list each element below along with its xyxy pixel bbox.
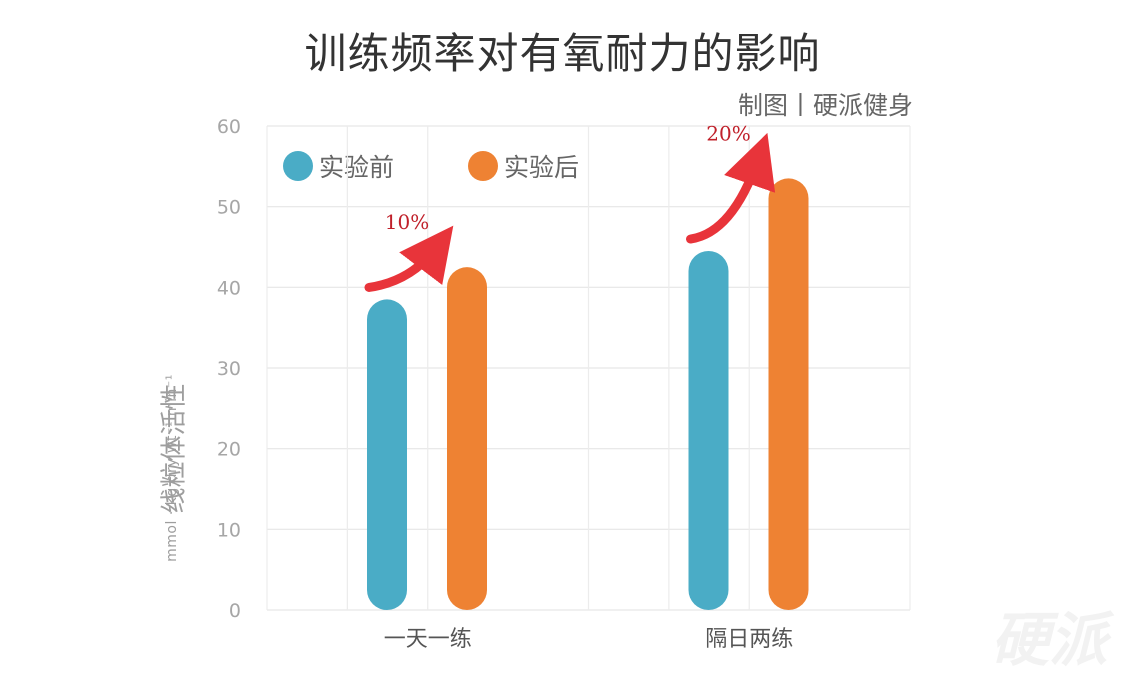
- y-tick-label: 0: [229, 600, 241, 622]
- legend-swatch-before: [283, 151, 313, 181]
- x-tick-label: 隔日两练: [705, 627, 793, 652]
- bars: [367, 178, 809, 611]
- grid-lines: [266, 125, 911, 611]
- legend-item-before: 实验前: [283, 148, 394, 184]
- watermark-logo: 硬派: [990, 606, 1107, 674]
- chart-credit: 制图丨硬派健身: [737, 91, 913, 120]
- y-tick-label: 30: [217, 358, 241, 380]
- y-tick-label: 40: [217, 277, 241, 299]
- y-tick-label: 20: [217, 439, 241, 461]
- y-tick-label: 60: [217, 116, 241, 138]
- legend-label-after: 实验后: [504, 153, 580, 182]
- legend-swatch-after: [468, 151, 498, 181]
- y-tick-labels: 0 10 20 30 40 50 60: [217, 116, 241, 622]
- chart-title: 训练频率对有氧耐力的影响: [304, 29, 821, 78]
- y-tick-label: 50: [217, 197, 241, 219]
- bar-after-0: [447, 267, 487, 610]
- annotation-arrow: [364, 225, 454, 292]
- x-tick-label: 一天一练: [384, 627, 472, 652]
- annotation-label: 20%: [706, 121, 750, 145]
- annotations: 10% 20%: [364, 121, 776, 292]
- legend-item-after: 实验后: [468, 148, 579, 184]
- annotation-label: 10%: [385, 210, 429, 234]
- x-tick-labels: 一天一练 隔日两练: [384, 627, 794, 652]
- bar-before-1: [688, 251, 729, 611]
- bar-before-0: [367, 299, 407, 610]
- bar-after-1: [768, 178, 809, 610]
- annotation-arrow: [686, 132, 776, 244]
- y-tick-label: 10: [217, 519, 241, 541]
- legend-label-before: 实验前: [319, 153, 395, 182]
